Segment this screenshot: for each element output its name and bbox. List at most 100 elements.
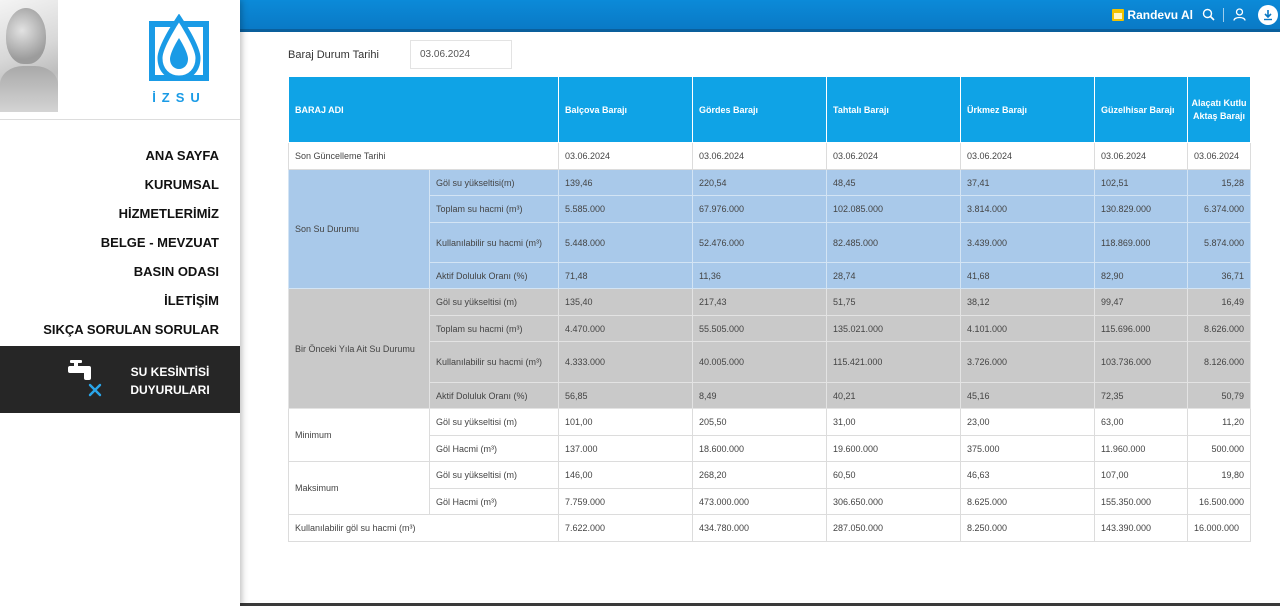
main-nav: ANA SAYFA KURUMSAL HİZMETLERİMİZ BELGE -…	[0, 141, 240, 344]
nav-item-press[interactable]: BASIN ODASI	[133, 264, 219, 279]
cell: 220,54	[692, 169, 827, 196]
cell: 434.780.000	[692, 514, 827, 542]
cell: 137.000	[558, 435, 693, 462]
nav-item-corporate[interactable]: KURUMSAL	[144, 177, 219, 192]
cell: 102.085.000	[826, 195, 961, 223]
cell: 118.869.000	[1094, 222, 1188, 263]
nav-item-documents[interactable]: BELGE - MEVZUAT	[100, 235, 219, 250]
table-row: Toplam su hacmi (m³) 4.470.000 55.505.00…	[289, 315, 1251, 342]
cell: 143.390.000	[1094, 514, 1188, 542]
cell: 500.000	[1187, 435, 1251, 462]
cell: 50,79	[1187, 382, 1251, 409]
cell: 60,50	[826, 461, 961, 489]
header-dam: Güzelhisar Barajı	[1094, 76, 1188, 143]
dam-status-table: BARAJ ADI Balçova Barajı Gördes Barajı T…	[288, 76, 1251, 542]
cell: 5.448.000	[558, 222, 693, 263]
cell: 51,75	[826, 288, 961, 316]
cell: 16.500.000	[1187, 488, 1251, 515]
cell: 103.736.000	[1094, 341, 1188, 383]
appointment-label: Randevu Al	[1127, 7, 1193, 22]
cell: 4.101.000	[960, 315, 1095, 342]
table-row: Göl Hacmi (m³) 137.000 18.600.000 19.600…	[289, 435, 1251, 462]
cell: 03.06.2024	[1094, 142, 1188, 170]
cell: 41,68	[960, 262, 1095, 289]
nav-item-home[interactable]: ANA SAYFA	[145, 148, 219, 163]
cell: 36,71	[1187, 262, 1251, 289]
cell: 19,80	[1187, 461, 1251, 489]
cell: 03.06.2024	[960, 142, 1095, 170]
page-bottom-border	[240, 603, 1280, 606]
cell: 4.470.000	[558, 315, 693, 342]
izsu-logo-icon[interactable]	[146, 14, 212, 104]
dam-date-filter: Baraj Durum Tarihi	[288, 40, 512, 69]
cell: 8,49	[692, 382, 827, 409]
faucet-icon	[68, 360, 91, 380]
cell: 306.650.000	[826, 488, 961, 515]
table-header-row: BARAJ ADI Balçova Barajı Gördes Barajı T…	[288, 76, 1251, 143]
header-dam: Alaçatı Kutlu Aktaş Barajı	[1187, 76, 1251, 143]
table-row: Bir Önceki Yıla Ait Su Durumu Göl su yük…	[288, 288, 1251, 409]
cell: 107,00	[1094, 461, 1188, 489]
group-label: Bir Önceki Yıla Ait Su Durumu	[288, 288, 430, 409]
cell: 135,40	[558, 288, 693, 316]
table-row: Göl Hacmi (m³) 7.759.000 473.000.000 306…	[289, 488, 1251, 515]
cell: 03.06.2024	[1187, 142, 1251, 170]
table-row: Toplam su hacmi (m³) 5.585.000 67.976.00…	[289, 195, 1251, 223]
header-dam: Balçova Barajı	[558, 76, 693, 143]
nav-item-contact[interactable]: İLETİŞİM	[164, 293, 219, 308]
row-label: Kullanılabilir su hacmi (m³)	[429, 222, 559, 263]
cell: 16.000.000	[1187, 514, 1251, 542]
cell: 99,47	[1094, 288, 1188, 316]
cell: 135.021.000	[826, 315, 961, 342]
logo-text: İZSU	[152, 90, 206, 105]
row-label: Göl su yükseltisi (m)	[429, 408, 559, 436]
cell: 03.06.2024	[826, 142, 961, 170]
cell: 11,36	[692, 262, 827, 289]
cell: 375.000	[960, 435, 1095, 462]
search-icon[interactable]	[1199, 6, 1217, 24]
cell: 37,41	[960, 169, 1095, 196]
outage-label: SU KESİNTİSİ DUYURULARI	[110, 363, 230, 399]
nav-item-faq[interactable]: SIKÇA SORULAN SORULAR	[43, 322, 219, 337]
cell: 205,50	[692, 408, 827, 436]
cell: 473.000.000	[692, 488, 827, 515]
table-row: Minimum Göl su yükseltisi (m) 101,00 205…	[288, 408, 1251, 462]
header-dam: Gördes Barajı	[692, 76, 827, 143]
cell: 31,00	[826, 408, 961, 436]
row-label: Son Güncelleme Tarihi	[288, 142, 559, 170]
cell: 3.726.000	[960, 341, 1095, 383]
water-outage-announcements-button[interactable]: SU KESİNTİSİ DUYURULARI	[0, 346, 240, 413]
cell: 63,00	[1094, 408, 1188, 436]
row-label: Göl su yükseltisi (m)	[429, 461, 559, 489]
cell: 268,20	[692, 461, 827, 489]
cell: 82.485.000	[826, 222, 961, 263]
table-row: Maksimum Göl su yükseltisi (m) 146,00 26…	[288, 461, 1251, 515]
cell: 130.829.000	[1094, 195, 1188, 223]
outage-label-line1: SU KESİNTİSİ	[130, 365, 210, 379]
cell: 7.759.000	[558, 488, 693, 515]
cell: 115.696.000	[1094, 315, 1188, 342]
date-label: Baraj Durum Tarihi	[288, 48, 379, 61]
date-input[interactable]	[410, 40, 512, 69]
close-x-icon	[88, 383, 102, 397]
cell: 7.622.000	[558, 514, 693, 542]
cell: 8.626.000	[1187, 315, 1251, 342]
cell: 3.814.000	[960, 195, 1095, 223]
group-label: Minimum	[288, 408, 430, 462]
row-label: Kullanılabilir göl su hacmi (m³)	[288, 514, 559, 542]
cell: 48,45	[826, 169, 961, 196]
table-row: Aktif Doluluk Oranı (%) 56,85 8,49 40,21…	[289, 382, 1251, 409]
cell: 16,49	[1187, 288, 1251, 316]
cell: 8.126.000	[1187, 341, 1251, 383]
appointment-button[interactable]: Randevu Al	[1112, 8, 1193, 22]
cell: 52.476.000	[692, 222, 827, 263]
nav-item-services[interactable]: HİZMETLERİMİZ	[118, 206, 219, 221]
user-icon[interactable]	[1230, 6, 1248, 24]
cell: 71,48	[558, 262, 693, 289]
cell: 46,63	[960, 461, 1095, 489]
row-label: Göl Hacmi (m³)	[429, 435, 559, 462]
cell: 40,21	[826, 382, 961, 409]
divider	[0, 119, 240, 120]
main-content: Baraj Durum Tarihi BARAJ ADI Balçova Bar…	[240, 32, 1280, 606]
download-icon[interactable]	[1258, 4, 1278, 25]
